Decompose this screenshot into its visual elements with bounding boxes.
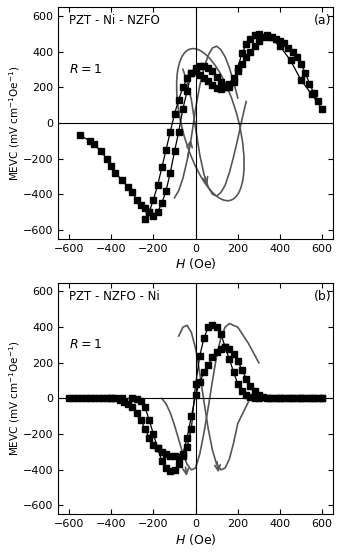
X-axis label: $H$ (Oe): $H$ (Oe)	[175, 532, 216, 547]
Text: $R = 1$: $R = 1$	[69, 63, 102, 75]
Text: (a): (a)	[313, 14, 331, 27]
Text: PZT - NZFO - Ni: PZT - NZFO - Ni	[69, 290, 160, 302]
X-axis label: $H$ (Oe): $H$ (Oe)	[175, 257, 216, 271]
Text: PZT - Ni - NZFO: PZT - Ni - NZFO	[69, 14, 160, 27]
Text: (b): (b)	[313, 290, 331, 302]
Text: $R = 1$: $R = 1$	[69, 338, 102, 351]
Y-axis label: MEVC (mV cm$^{-1}$Oe$^{-1}$): MEVC (mV cm$^{-1}$Oe$^{-1}$)	[7, 65, 22, 181]
Y-axis label: MEVC (mV cm$^{-1}$Oe$^{-1}$): MEVC (mV cm$^{-1}$Oe$^{-1}$)	[7, 341, 22, 456]
